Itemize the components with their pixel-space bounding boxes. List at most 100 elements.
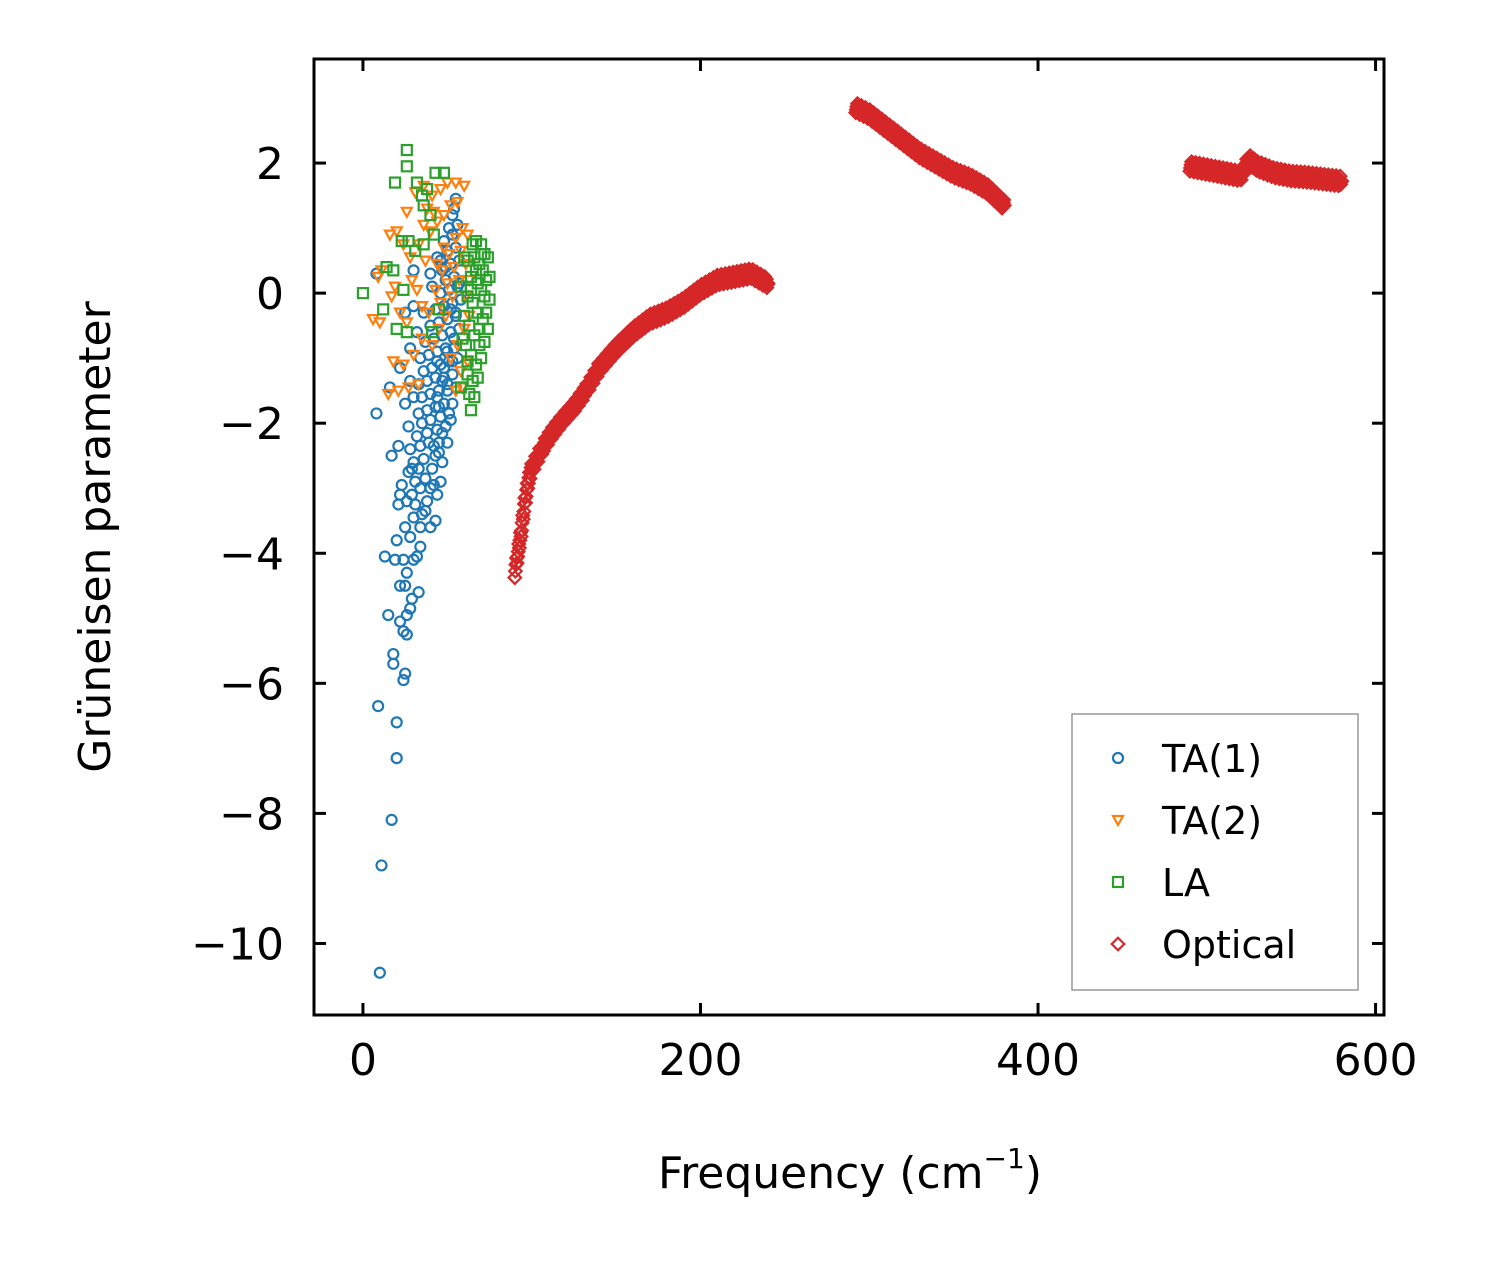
data-point <box>424 267 437 280</box>
data-point <box>382 608 395 622</box>
data-point <box>471 277 484 290</box>
data-point <box>446 368 459 381</box>
series-optical <box>507 95 1350 586</box>
y-tick-label: −4 <box>219 529 284 580</box>
data-point <box>760 275 776 292</box>
data-point <box>516 503 532 520</box>
data-point <box>483 293 496 306</box>
data-point <box>405 462 418 475</box>
y-tick-label: 2 <box>256 139 284 190</box>
data-point <box>383 229 397 242</box>
x-axis-label-main: Frequency (cm <box>658 1148 984 1199</box>
data-point <box>420 182 434 196</box>
plot-frame <box>312 57 1386 1017</box>
data-point <box>417 199 430 212</box>
legend: TA(1) TA(2) LA Optical <box>1071 713 1359 991</box>
data-point <box>1332 168 1348 184</box>
data-point <box>511 540 528 556</box>
data-point <box>507 563 524 579</box>
legend-label: LA <box>1162 861 1210 905</box>
data-point <box>509 555 525 571</box>
data-point <box>400 628 413 641</box>
data-point <box>515 511 532 527</box>
data-point <box>388 176 402 189</box>
data-point <box>453 277 466 290</box>
x-axis-label: Frequency (cm−1) <box>658 1142 1042 1199</box>
data-point <box>402 420 415 433</box>
data-point <box>464 404 478 417</box>
data-point <box>432 446 445 459</box>
data-point <box>461 355 474 368</box>
data-point <box>478 335 491 348</box>
data-point <box>425 340 440 353</box>
data-point <box>406 349 421 363</box>
data-point <box>400 143 413 157</box>
data-point <box>474 352 488 365</box>
data-point <box>437 242 451 255</box>
data-point <box>437 234 451 248</box>
data-point <box>432 400 445 414</box>
data-point <box>434 475 447 488</box>
data-point <box>393 307 407 320</box>
data-point <box>430 258 445 272</box>
data-point <box>401 382 416 395</box>
data-point <box>461 254 474 267</box>
data-point <box>469 264 483 277</box>
data-point <box>446 355 459 368</box>
data-point <box>995 192 1012 208</box>
data-point <box>428 284 443 298</box>
data-point <box>466 238 479 251</box>
data-point <box>393 579 407 592</box>
data-point <box>517 495 534 511</box>
data-point <box>396 359 411 372</box>
data-point <box>407 553 420 566</box>
legend-marker <box>1111 875 1125 889</box>
data-point <box>481 322 494 335</box>
legend-items: TA(1) TA(2) LA Optical <box>1110 737 1296 967</box>
y-tick-label: −6 <box>219 659 284 710</box>
x-tick-label: 0 <box>349 1035 377 1086</box>
data-point <box>480 306 493 319</box>
data-point <box>424 208 437 222</box>
data-point <box>437 209 451 223</box>
data-point <box>373 966 386 979</box>
data-point <box>389 226 404 239</box>
data-point <box>424 482 437 495</box>
series-la <box>356 143 496 417</box>
data-point <box>372 317 387 330</box>
data-point <box>415 301 429 314</box>
data-point <box>507 569 523 586</box>
data-point <box>447 262 461 275</box>
data-point <box>437 361 451 375</box>
data-point <box>387 264 400 277</box>
data-point <box>432 303 445 316</box>
data-point <box>445 291 460 304</box>
data-point <box>390 752 403 765</box>
data-point <box>390 716 403 729</box>
data-point <box>387 657 400 670</box>
data-point <box>380 261 393 274</box>
data-point <box>429 166 442 179</box>
legend-label: TA(1) <box>1161 737 1262 781</box>
y-tick-label: −2 <box>219 399 284 450</box>
data-point <box>404 530 417 544</box>
data-point <box>405 592 418 605</box>
data-point <box>405 488 418 501</box>
y-tick-label: 0 <box>256 269 284 320</box>
data-point <box>418 255 433 268</box>
data-point <box>421 307 436 320</box>
data-point <box>431 355 444 368</box>
data-point <box>481 251 494 264</box>
data-point <box>455 222 470 236</box>
data-point <box>415 333 429 346</box>
data-point <box>375 859 388 872</box>
x-axis-label-sup: −1 <box>984 1142 1025 1175</box>
data-point <box>457 180 472 194</box>
data-point <box>372 699 385 713</box>
data-point <box>441 436 454 449</box>
data-point <box>429 514 442 527</box>
data-point <box>397 673 410 687</box>
data-point <box>414 540 427 553</box>
x-tick-label: 400 <box>996 1035 1080 1086</box>
data-point <box>443 353 458 366</box>
